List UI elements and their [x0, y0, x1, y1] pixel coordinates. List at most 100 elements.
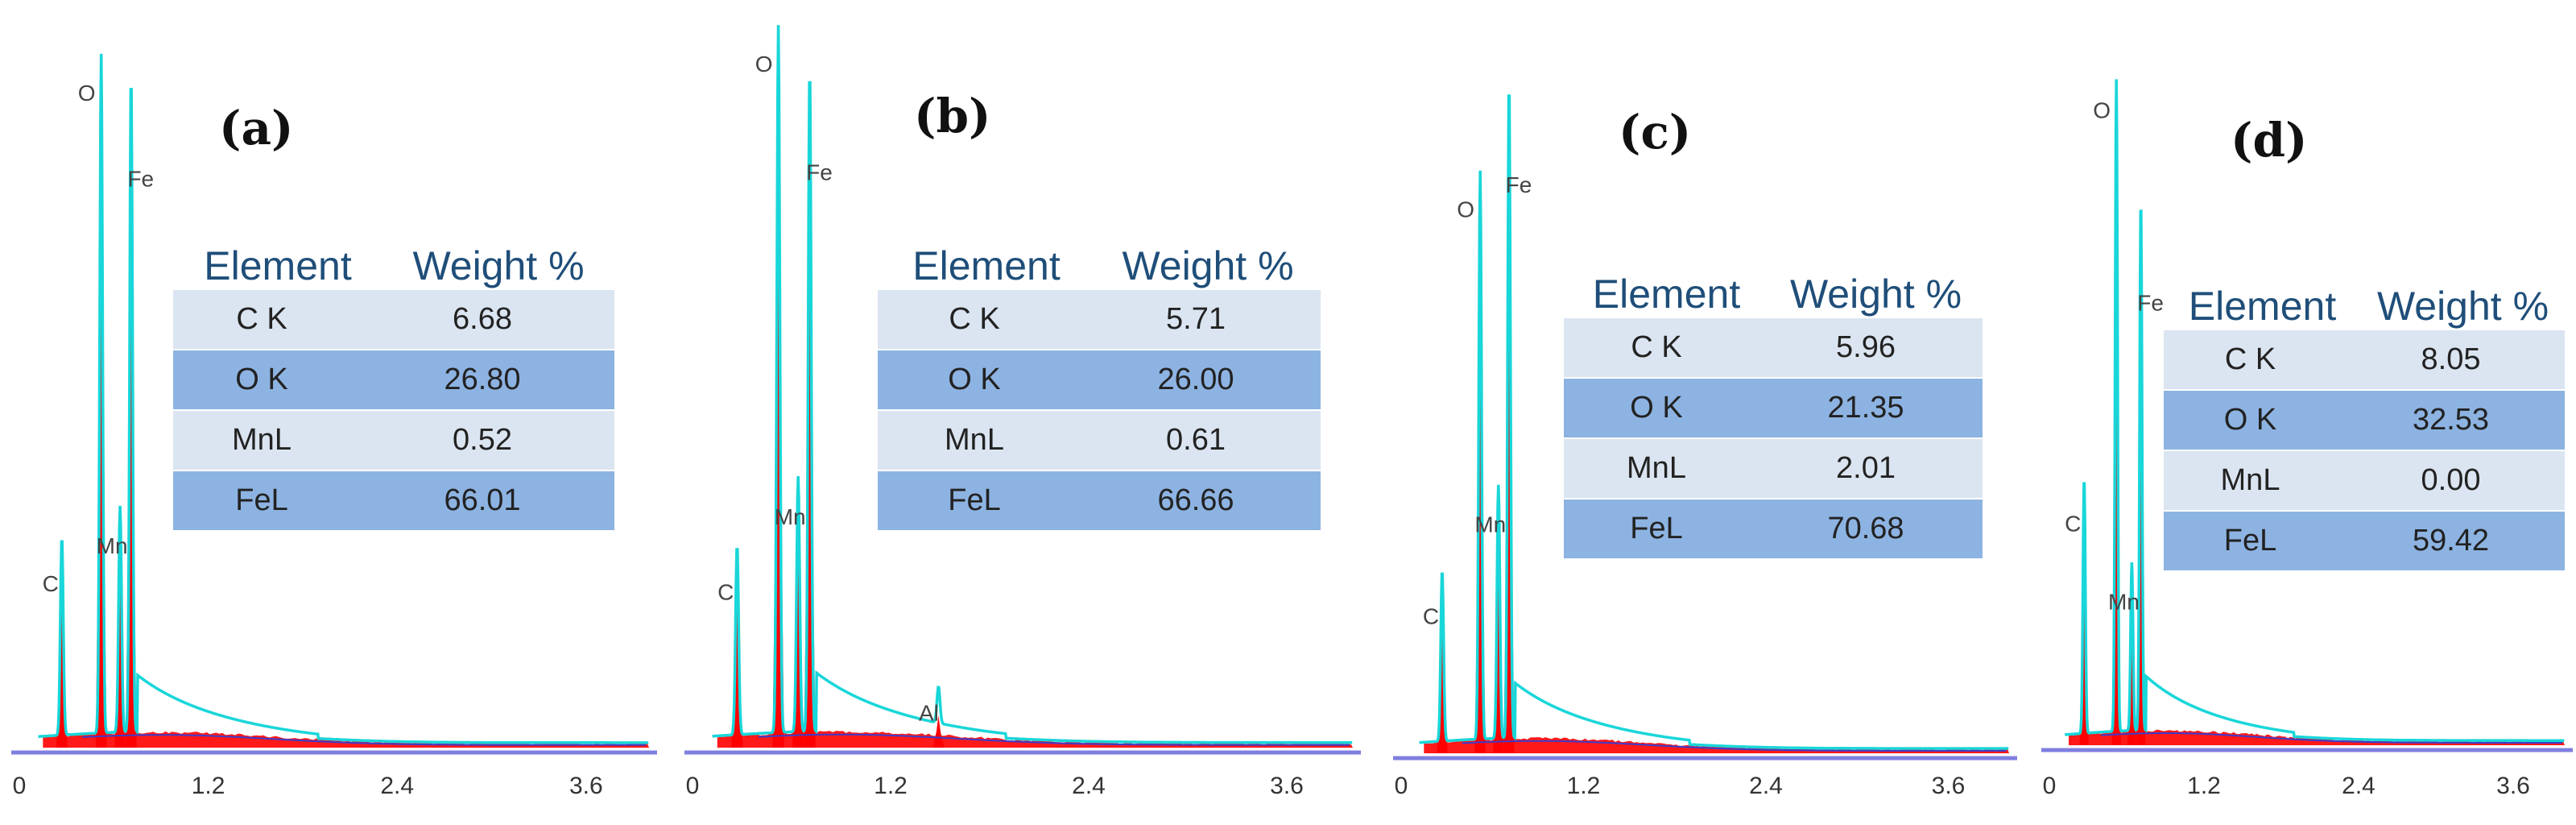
element-cell: FeL: [1564, 500, 1749, 558]
header-element: Element: [1564, 270, 1769, 318]
eds-panel-a: 0 1.2 2.4 3.6 C O Mn Fe (a) Element Weight % C …: [0, 0, 660, 825]
x-tick-label: 1.2: [1567, 773, 1601, 799]
weight-cell: 66.01: [350, 471, 614, 530]
element-cell: FeL: [173, 471, 350, 530]
weight-cell: 0.52: [350, 411, 614, 470]
weight-cell: 0.00: [2337, 451, 2565, 510]
peak-label-o: O: [755, 52, 773, 77]
table-row: C K 8.05: [2164, 330, 2565, 389]
element-cell: C K: [1564, 318, 1749, 377]
table-row: O K 21.35: [1564, 377, 1983, 437]
x-tick-label: 2.4: [1072, 773, 1106, 799]
x-tick-label: 3.6: [569, 773, 603, 799]
peak-label-c: C: [43, 571, 59, 596]
peak-label-mn: Mn: [2108, 589, 2140, 614]
weight-cell: 66.66: [1071, 471, 1321, 530]
element-cell: C K: [2164, 330, 2337, 389]
weight-table-c: Element Weight % C K 5.96 O K 21.35 MnL 2.0…: [1564, 270, 1983, 558]
peak-label-c: C: [1423, 604, 1439, 629]
peak-label-c: C: [717, 579, 734, 604]
table-row: FeL 66.66: [878, 470, 1321, 530]
table-row: FeL 70.68: [1564, 498, 1983, 558]
panel-label-c: (c): [1619, 105, 1691, 160]
panel-label-d: (d): [2231, 113, 2307, 168]
header-weight: Weight %: [1095, 242, 1321, 290]
panel-label-a: (a): [219, 101, 293, 155]
peak-label-o: O: [1457, 197, 1474, 222]
x-tick-label: 3.6: [2496, 773, 2530, 799]
table-row: MnL 0.52: [173, 409, 614, 470]
table-row: O K 32.53: [2164, 389, 2565, 450]
weight-cell: 5.71: [1071, 290, 1321, 349]
peak-label-fe: Fe: [1506, 172, 1532, 197]
element-cell: C K: [878, 290, 1071, 349]
header-weight: Weight %: [2361, 282, 2565, 330]
header-element: Element: [878, 242, 1095, 290]
weight-cell: 32.53: [2337, 391, 2565, 450]
panel-label-b: (b): [914, 89, 990, 143]
table-row: MnL 2.01: [1564, 437, 1983, 498]
eds-panel-b: 0 1.2 2.4 3.6 C O Mn Fe Al (b) Element Weight % …: [676, 0, 1369, 825]
element-cell: FeL: [878, 471, 1071, 530]
peak-label-mn: Mn: [775, 504, 806, 529]
element-cell: O K: [2164, 391, 2337, 450]
weight-cell: 59.42: [2337, 512, 2565, 570]
x-tick-label: 0: [1395, 773, 1408, 799]
eds-panel-d: 0 1.2 2.4 3.6 C O Mn Fe (d) Element Weight % C …: [2033, 0, 2576, 825]
table-header: Element Weight %: [1564, 270, 1983, 318]
weight-cell: 21.35: [1749, 379, 1983, 437]
table-header: Element Weight %: [878, 242, 1321, 290]
weight-table-a: Element Weight % C K 6.68 O K 26.80 MnL 0.5…: [173, 242, 614, 530]
weight-cell: 5.96: [1749, 318, 1983, 377]
table-row: FeL 59.42: [2164, 510, 2565, 570]
x-tick-label: 0: [13, 773, 27, 799]
table-row: MnL 0.00: [2164, 450, 2565, 510]
element-cell: C K: [173, 290, 350, 349]
header-weight: Weight %: [1769, 270, 1983, 318]
x-tick-label: 1.2: [2187, 773, 2221, 799]
table-row: O K 26.80: [173, 349, 614, 409]
header-element: Element: [173, 242, 382, 290]
weight-cell: 6.68: [350, 290, 614, 349]
x-tick-label: 3.6: [1270, 773, 1304, 799]
element-cell: MnL: [878, 411, 1071, 470]
header-element: Element: [2164, 282, 2361, 330]
x-tick-label: 2.4: [380, 773, 414, 799]
x-tick-label: 1.2: [874, 773, 908, 799]
table-row: FeL 66.01: [173, 470, 614, 530]
table-row: O K 26.00: [878, 349, 1321, 409]
element-cell: MnL: [1564, 439, 1749, 498]
table-header: Element Weight %: [173, 242, 614, 290]
peak-label-c: C: [2065, 512, 2081, 537]
peak-label-fe: Fe: [2137, 290, 2164, 315]
element-cell: O K: [878, 350, 1071, 409]
weight-cell: 26.00: [1071, 350, 1321, 409]
eds-panel-c: 0 1.2 2.4 3.6 C O Mn Fe (c) Element Weight % C …: [1385, 0, 2021, 825]
element-cell: MnL: [2164, 451, 2337, 510]
element-cell: FeL: [2164, 512, 2337, 570]
header-weight: Weight %: [382, 242, 614, 290]
weight-cell: 8.05: [2337, 330, 2565, 389]
weight-cell: 26.80: [350, 350, 614, 409]
peak-label-mn: Mn: [97, 533, 128, 558]
peak-label-o: O: [2093, 98, 2111, 123]
peak-label-mn: Mn: [1474, 512, 1506, 537]
element-cell: O K: [1564, 379, 1749, 437]
table-header: Element Weight %: [2164, 282, 2565, 330]
peak-label-fe: Fe: [127, 167, 154, 192]
weight-cell: 0.61: [1071, 411, 1321, 470]
weight-table-d: Element Weight % C K 8.05 O K 32.53 MnL 0.0…: [2164, 282, 2565, 570]
x-tick-label: 2.4: [2342, 773, 2375, 799]
table-row: C K 6.68: [173, 290, 614, 349]
table-row: MnL 0.61: [878, 409, 1321, 470]
x-tick-label: 1.2: [192, 773, 225, 799]
table-row: C K 5.96: [1564, 318, 1983, 377]
peak-label-o: O: [78, 81, 96, 106]
element-cell: O K: [173, 350, 350, 409]
peak-label-fe: Fe: [806, 160, 833, 185]
element-cell: MnL: [173, 411, 350, 470]
weight-cell: 2.01: [1749, 439, 1983, 498]
weight-cell: 70.68: [1749, 500, 1983, 558]
weight-table-b: Element Weight % C K 5.71 O K 26.00 MnL 0.6…: [878, 242, 1321, 530]
x-tick-label: 0: [2043, 773, 2057, 799]
